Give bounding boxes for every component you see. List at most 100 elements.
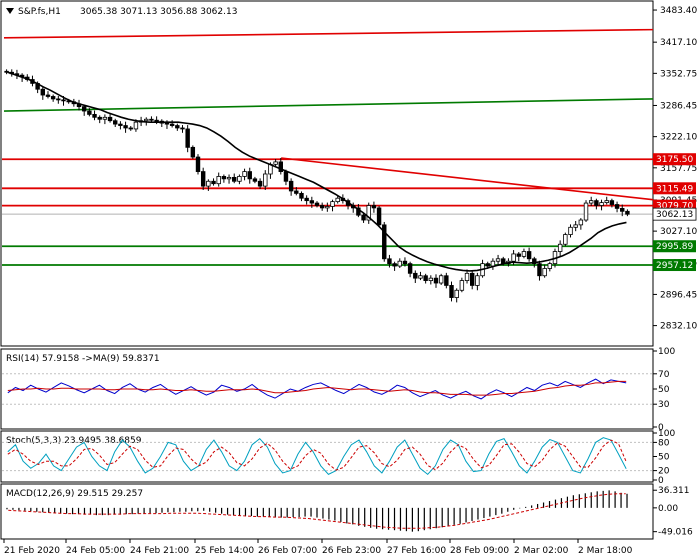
ohlc-readout: 3065.38 3071.13 3056.88 3062.13 bbox=[80, 7, 237, 17]
level-price-tag-label: 2995.89 bbox=[656, 242, 693, 252]
price-y-tick-label: 3222.10 bbox=[660, 133, 697, 143]
rsi-line bbox=[7, 378, 627, 400]
level-price-tag bbox=[653, 153, 696, 166]
candle-body bbox=[521, 251, 527, 257]
x-axis-label: 24 Feb 21:00 bbox=[130, 546, 189, 556]
candle-body bbox=[247, 171, 252, 180]
price-y-tick-label: 3352.75 bbox=[660, 69, 697, 79]
candle-body bbox=[164, 122, 170, 125]
candle-body bbox=[242, 171, 247, 177]
level-price-tag-label: 2957.12 bbox=[656, 261, 693, 271]
trendline bbox=[281, 157, 654, 201]
candle-body bbox=[304, 197, 309, 202]
candle-body bbox=[154, 119, 159, 122]
candle-body bbox=[128, 127, 133, 130]
candle-body bbox=[216, 176, 221, 185]
candle-body bbox=[283, 171, 289, 182]
x-axis-label: 21 Feb 2020 bbox=[4, 546, 60, 556]
candle-body bbox=[516, 253, 521, 257]
macd-y-tick-label: 0.00 bbox=[658, 504, 678, 514]
candle-body bbox=[418, 275, 423, 279]
candle-body bbox=[97, 116, 102, 120]
candle-body bbox=[185, 128, 190, 148]
candle-body bbox=[537, 263, 542, 277]
rsi-y-tick-label: 100 bbox=[658, 347, 675, 357]
trendline bbox=[3, 28, 654, 39]
candle-body bbox=[278, 161, 283, 172]
axes: 3483.40 3417.10 3352.75 3286.45 3222.10 3157.… bbox=[3, 6, 697, 556]
x-axis-label: 26 Feb 07:00 bbox=[258, 546, 317, 556]
rsi-ma-line bbox=[7, 380, 627, 396]
candle-body bbox=[221, 176, 227, 180]
stoch-y-tick-label: 50 bbox=[658, 453, 670, 463]
price-y-tick-label: 3483.40 bbox=[660, 6, 697, 16]
candle-body bbox=[469, 272, 475, 286]
x-axis-label: 27 Feb 16:00 bbox=[387, 546, 446, 556]
stoch-y-tick-label: 100 bbox=[658, 429, 675, 439]
candle-body bbox=[588, 200, 594, 204]
candle-body bbox=[557, 243, 563, 252]
price-y-tick-label: 2896.45 bbox=[660, 290, 697, 300]
stoch-y-tick-label: 80 bbox=[658, 438, 670, 448]
candle-body bbox=[366, 205, 371, 221]
macd-plot bbox=[6, 490, 628, 532]
candle-body bbox=[402, 260, 408, 265]
x-axis-label: 2 Mar 02:00 bbox=[514, 546, 569, 556]
candle-body bbox=[102, 116, 108, 120]
candle-body bbox=[449, 285, 454, 298]
candle-body bbox=[232, 176, 237, 182]
candle-body bbox=[413, 272, 418, 279]
candle-body bbox=[263, 173, 268, 187]
candle-body bbox=[387, 258, 392, 265]
candle-body bbox=[330, 201, 335, 207]
candle-body bbox=[257, 180, 263, 187]
candle-body bbox=[599, 202, 604, 206]
candle-body bbox=[144, 118, 149, 122]
level-price-tag-label: 3079.70 bbox=[656, 202, 693, 212]
candle-body bbox=[490, 260, 496, 267]
candle-body bbox=[149, 118, 154, 121]
candle-body bbox=[459, 280, 465, 291]
candle-body bbox=[195, 156, 201, 172]
candle-body bbox=[87, 110, 92, 115]
level-price-tag-label: 3115.49 bbox=[656, 184, 693, 194]
rsi-y-tick-label: 70 bbox=[658, 370, 670, 380]
stoch-title: Stoch(5,3,3) 23.9495 38.6859 bbox=[6, 436, 142, 446]
candle-body bbox=[56, 98, 61, 101]
candle-body bbox=[314, 202, 320, 206]
moving-average-line bbox=[7, 71, 627, 272]
candle-body bbox=[309, 200, 315, 204]
candle-body bbox=[475, 275, 480, 286]
macd-title: MACD(12,26,9) 29.515 29.257 bbox=[6, 489, 143, 499]
price-y-tick-label: 3027.10 bbox=[660, 227, 697, 237]
level-price-tag bbox=[653, 182, 696, 195]
candle-body bbox=[433, 277, 439, 284]
candle-body bbox=[107, 116, 113, 122]
level-price-tag-label: 3175.50 bbox=[656, 155, 693, 165]
candle-body bbox=[578, 219, 584, 226]
candle-body bbox=[325, 206, 330, 209]
candle-body bbox=[526, 251, 532, 260]
candle-body bbox=[190, 146, 196, 158]
candle-body bbox=[407, 263, 413, 274]
price-y-tick-label: 3157.75 bbox=[660, 164, 697, 174]
candle-body bbox=[568, 226, 573, 235]
x-axis-label: 28 Feb 09:00 bbox=[450, 546, 509, 556]
price-panel-frame bbox=[0, 0, 654, 347]
candle-body bbox=[294, 190, 299, 194]
candle-body bbox=[123, 125, 128, 129]
candle-body bbox=[594, 200, 599, 206]
candle-body bbox=[237, 176, 242, 182]
price-y-tick-label: 2832.10 bbox=[660, 322, 697, 332]
candle-body bbox=[45, 94, 51, 97]
triangle-down-icon[interactable] bbox=[6, 8, 14, 14]
candle-body bbox=[371, 205, 377, 209]
stoch-signal-line bbox=[7, 439, 627, 471]
rsi-y-tick-label: 30 bbox=[658, 400, 670, 410]
level-price-tag bbox=[653, 259, 696, 272]
rsi-title: RSI(14) 57.9158 ->MA(9) 59.8371 bbox=[6, 354, 160, 364]
candle-body bbox=[382, 224, 387, 260]
candle-body bbox=[118, 123, 123, 126]
x-axis-label: 2 Mar 18:00 bbox=[578, 546, 633, 556]
